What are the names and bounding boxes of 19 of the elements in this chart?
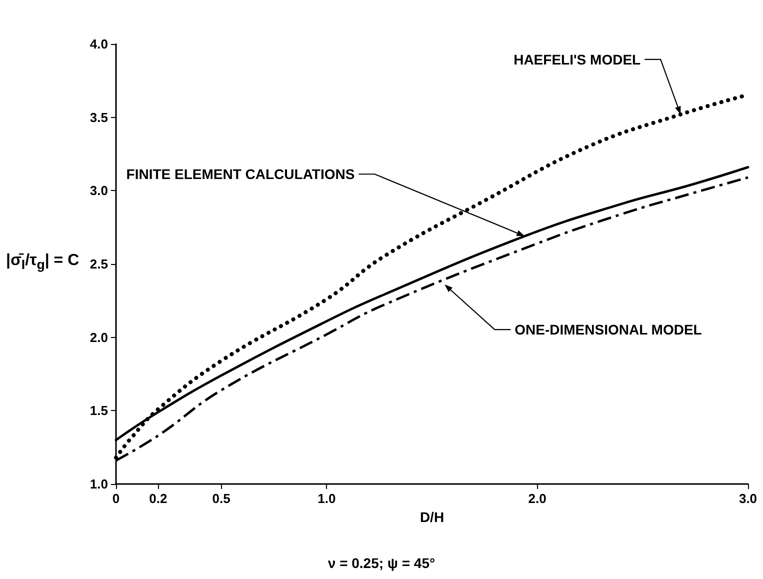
text: ν = 0.25; ψ = 45°	[328, 555, 436, 571]
y-tick-label: 2.5	[90, 256, 108, 272]
x-tick-label: 1.0	[318, 491, 336, 506]
y-tick-label: 2.0	[90, 330, 108, 345]
x-tick-label: 0.5	[212, 491, 230, 506]
y-axis-title: |σ̄$_{I}$/τ$_{g}$| = C	[6, 252, 80, 272]
y-tick-label: 1.5	[90, 403, 108, 418]
x-tick-label: 0	[112, 491, 120, 506]
x-tick-label: 3.0	[738, 491, 758, 506]
y-tick-label: 4.0	[90, 36, 108, 52]
x-tick-label: 2.0	[528, 491, 546, 506]
annotation: ONE-DIMENSIONAL MODEL	[514, 322, 702, 338]
x-tick-label: 0.2	[149, 491, 168, 506]
y-tick-label: 1.0	[90, 476, 108, 492]
y-tick-label: 3.0	[90, 183, 108, 198]
annotation: FINITE ELEMENT CALCULATIONS	[126, 166, 355, 182]
x-axis-title: D/H	[420, 509, 444, 525]
y-tick-label: 3.5	[90, 110, 108, 125]
annotation: HAEFELI'S MODEL	[514, 51, 642, 68]
